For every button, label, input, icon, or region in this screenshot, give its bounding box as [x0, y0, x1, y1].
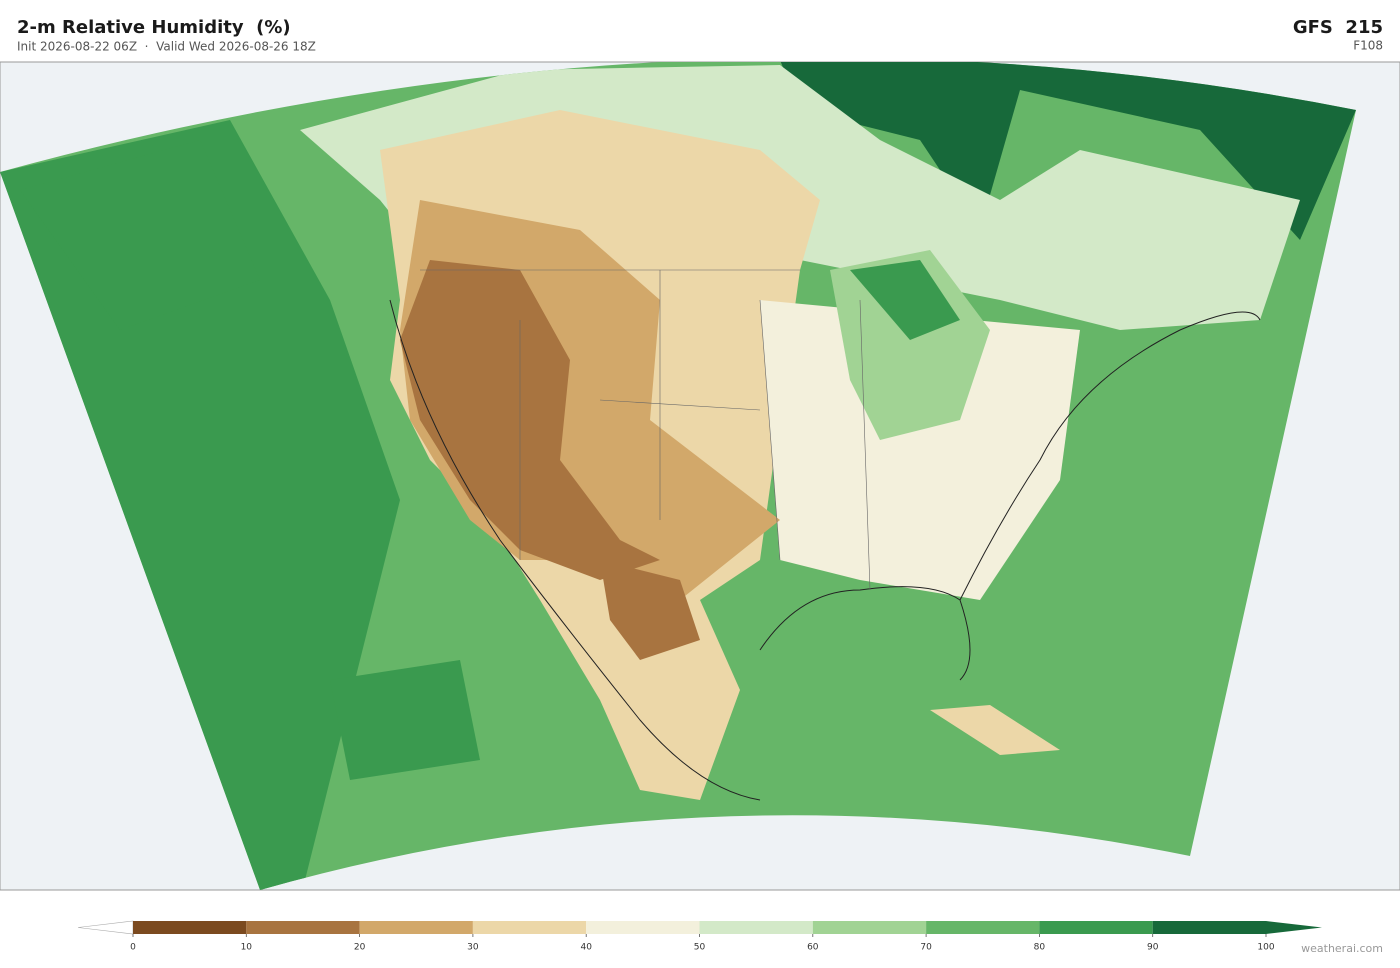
state-borders	[420, 269, 871, 591]
coastline	[389, 299, 1261, 801]
field-patch	[850, 260, 960, 340]
colorbar-tick-label: 90	[1147, 943, 1159, 953]
colorbar-tick-label: 70	[920, 943, 932, 953]
colorbar: 0 10 20 30 40 50 60 70 80 90 100	[77, 920, 1322, 953]
map	[0, 61, 1400, 891]
credit: weatherai.com	[1301, 942, 1383, 955]
colorbar-tick-label: 50	[694, 943, 706, 953]
colorbar-tick-label: 20	[354, 943, 366, 953]
field-patch	[600, 560, 700, 660]
colorbar-segment	[1039, 921, 1153, 934]
subtitle: Init 2026-08-22 06Z · Valid Wed 2026-08-…	[17, 40, 316, 54]
colorbar-tick-label: 10	[241, 943, 253, 953]
colorbar-segment	[359, 921, 473, 934]
colorbar-tick-label: 30	[467, 943, 479, 953]
colorbar-tick-label: 80	[1034, 943, 1046, 953]
field-patch	[330, 660, 480, 780]
colorbar-segment	[472, 921, 587, 934]
colorbar-segment	[926, 921, 1040, 934]
colorbar-over	[1266, 921, 1322, 934]
colorbar-segment	[586, 921, 700, 934]
colorbar-segment	[812, 921, 927, 934]
colorbar-tick-label: 0	[130, 943, 136, 953]
field-patch	[400, 260, 660, 580]
field-patch	[0, 120, 400, 890]
model-label: GFS 215	[1293, 17, 1383, 38]
forecast-hour: F108	[1353, 39, 1383, 53]
colorbar-segment	[1152, 921, 1266, 934]
colorbar-tick-label: 60	[807, 943, 819, 953]
field-patch	[780, 62, 1356, 240]
field-patch	[830, 250, 990, 440]
colorbar-segment	[699, 921, 813, 934]
field-patch	[930, 705, 1060, 755]
title: 2-m Relative Humidity (%)	[17, 17, 291, 38]
colorbar-under	[77, 920, 134, 935]
colorbar-segment	[246, 921, 360, 934]
colorbar-tick-label: 40	[580, 943, 592, 953]
field-patch	[20, 140, 260, 330]
colorbar-tick-label: 100	[1257, 943, 1274, 953]
colorbar-segment	[133, 921, 247, 934]
